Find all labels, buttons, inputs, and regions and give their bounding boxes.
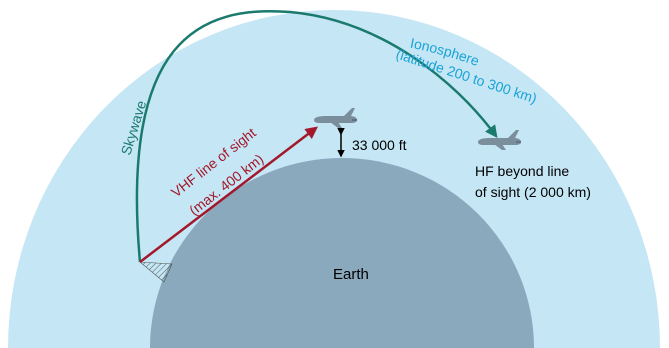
aircraft-vhf-icon [314, 108, 357, 128]
earth-label: Earth [333, 266, 369, 283]
altitude-label: 33 000 ft [352, 137, 407, 153]
hf-label: HF beyond line [475, 163, 569, 179]
vhf-line [139, 126, 318, 263]
hf-range-label: of sight (2 000 km) [475, 184, 591, 200]
skywave-path [135, 10, 498, 263]
aircraft-hf-icon [478, 130, 521, 150]
earth-disc [150, 158, 534, 348]
ground-hatch [139, 261, 173, 283]
